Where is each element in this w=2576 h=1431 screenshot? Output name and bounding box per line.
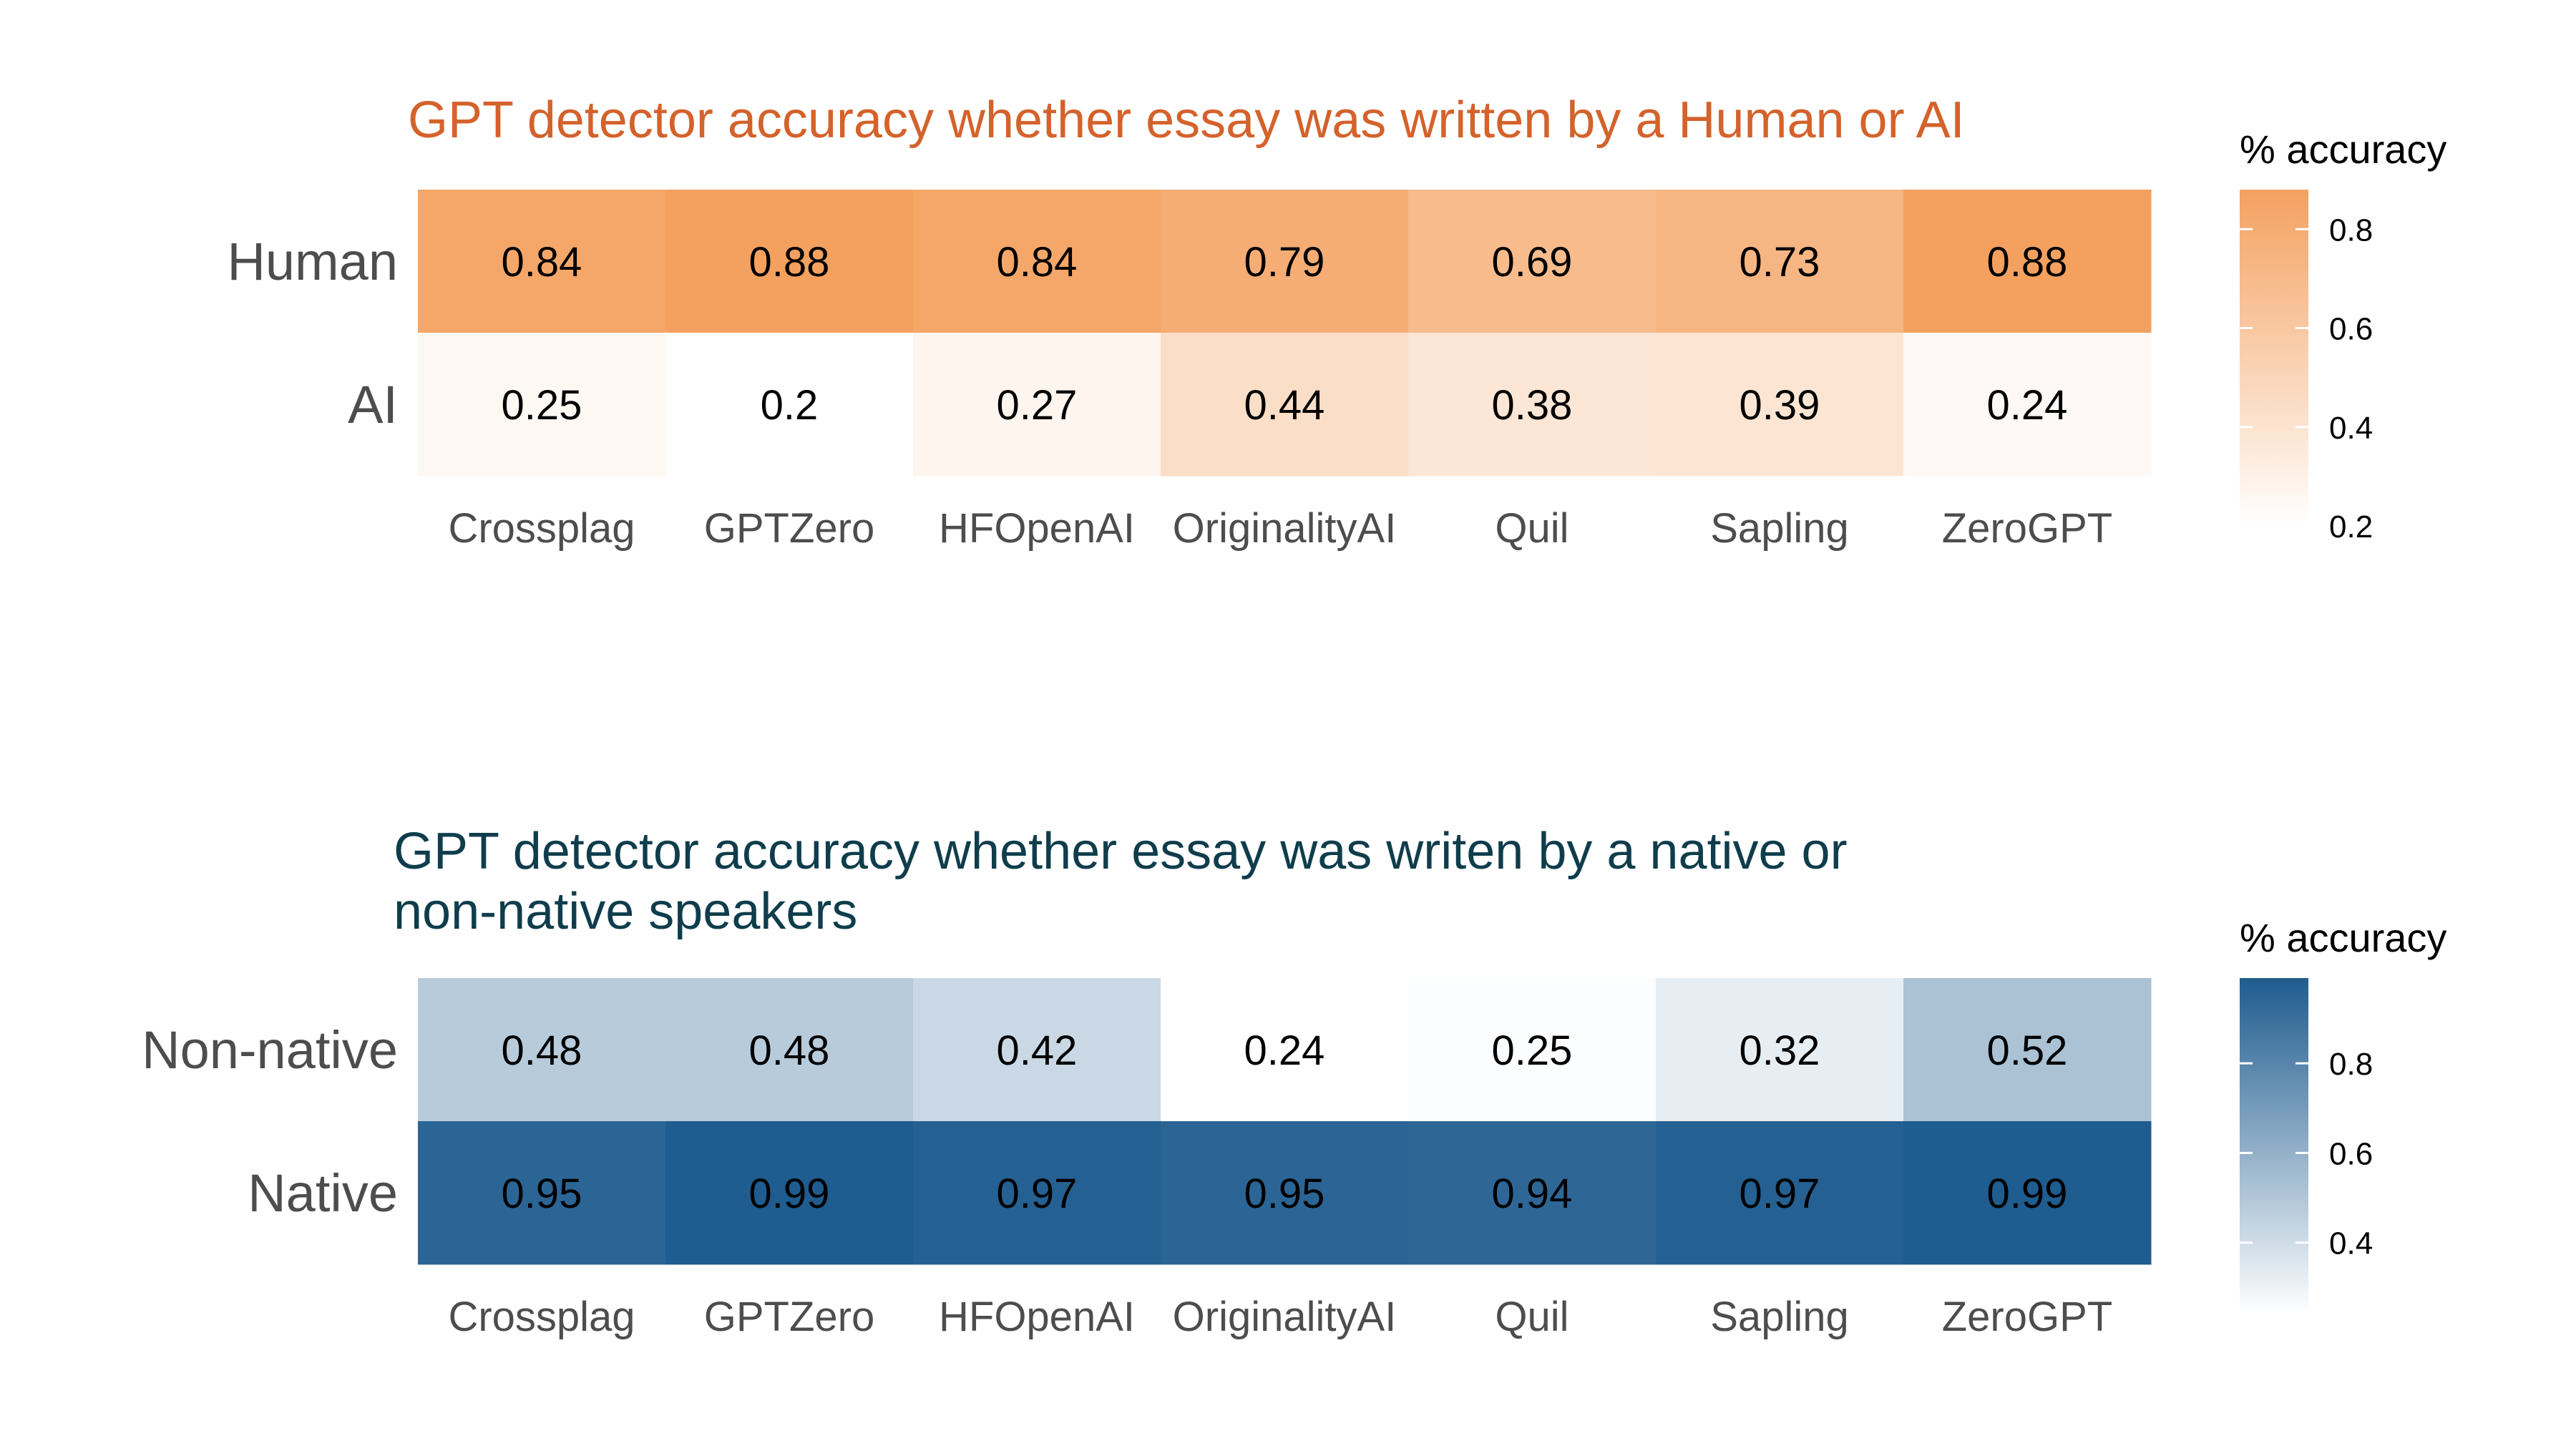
heatmap-cell-non-native-sapling xyxy=(1656,978,1904,1122)
heatmap-cell-native-sapling xyxy=(1656,1121,1904,1265)
cell-value-label: 0.25 xyxy=(502,382,582,429)
cell-value-label: 0.79 xyxy=(1244,239,1325,285)
cell-value-label: 0.84 xyxy=(502,239,582,285)
heatmap-cell-native-zerogpt xyxy=(1903,1121,2152,1265)
heatmap-cell-human-hfopenai xyxy=(913,190,1161,333)
heatmap-cell-human-originalityai xyxy=(1161,190,1409,333)
panel-native-nonnative: GPT detector accuracy whether essay was … xyxy=(142,823,2446,1340)
heatmap-cell-native-originalityai xyxy=(1161,1121,1409,1265)
cell-value-label: 0.84 xyxy=(997,239,1078,285)
cell-value-label: 0.94 xyxy=(1492,1171,1573,1217)
legend-tick-label: 0.2 xyxy=(2329,509,2373,544)
chart-title-native: GPT detector accuracy whether essay was … xyxy=(394,823,1862,940)
column-label-zerogpt: ZeroGPT xyxy=(1942,1294,2113,1340)
heatmap-cell-ai-hfopenai xyxy=(913,333,1161,477)
column-label-sapling: Sapling xyxy=(1710,505,1848,552)
heatmap-cell-human-crossplag xyxy=(418,190,666,333)
row-label-human: Human xyxy=(227,232,398,291)
cell-value-label: 0.42 xyxy=(997,1027,1078,1074)
column-label-originalityai: OriginalityAI xyxy=(1173,1294,1397,1340)
cell-value-label: 0.69 xyxy=(1492,239,1573,285)
heatmap-cell-human-zerogpt xyxy=(1903,190,2152,333)
cell-value-label: 0.44 xyxy=(1244,382,1325,429)
heatmap-cell-ai-zerogpt xyxy=(1903,333,2152,477)
cell-value-label: 0.25 xyxy=(1492,1027,1573,1074)
heatmap-cell-ai-crossplag xyxy=(418,333,666,477)
cell-value-label: 0.88 xyxy=(1987,239,2068,285)
legend-title: % accuracy xyxy=(2240,915,2446,960)
heatmap-cells-native xyxy=(418,978,2152,1265)
cell-value-label: 0.32 xyxy=(1740,1027,1820,1074)
legend-tick-label: 0.6 xyxy=(2329,1136,2373,1171)
color-legend-human-ai: % accuracy 0.2 0.4 0.6 0.8 xyxy=(2240,127,2446,544)
cell-value-label: 0.95 xyxy=(1244,1171,1325,1217)
column-label-originalityai: OriginalityAI xyxy=(1173,505,1397,552)
legend-tick-label: 0.8 xyxy=(2329,213,2373,248)
cell-value-label: 0.27 xyxy=(997,382,1078,429)
heatmap-cell-human-gptzero xyxy=(665,190,914,333)
column-label-hfopenai: HFOpenAI xyxy=(939,505,1135,552)
legend-title: % accuracy xyxy=(2240,127,2446,172)
heatmap-cell-ai-sapling xyxy=(1656,333,1904,477)
heatmap-cell-non-native-hfopenai xyxy=(913,978,1161,1122)
heatmap-cell-ai-quil xyxy=(1408,333,1657,477)
heatmap-cell-human-sapling xyxy=(1656,190,1904,333)
cell-value-label: 0.99 xyxy=(1987,1171,2068,1217)
column-label-gptzero: GPTZero xyxy=(704,505,875,552)
column-label-sapling: Sapling xyxy=(1710,1294,1848,1340)
cell-value-label: 0.2 xyxy=(761,382,819,429)
cell-value-label: 0.39 xyxy=(1740,382,1820,429)
cell-value-label: 0.52 xyxy=(1987,1027,2068,1074)
column-label-zerogpt: ZeroGPT xyxy=(1942,505,2113,552)
column-label-crossplag: Crossplag xyxy=(448,505,635,552)
heatmap-labels-native: Non-native 0.48 0.48 0.42 0.24 0.25 0.32 0.52 Na… xyxy=(142,1020,2112,1340)
row-label-ai: AI xyxy=(348,375,398,434)
row-label-non-native: Non-native xyxy=(142,1020,398,1080)
cell-value-label: 0.48 xyxy=(749,1027,830,1074)
column-label-crossplag: Crossplag xyxy=(448,1294,635,1340)
cell-value-label: 0.99 xyxy=(749,1171,830,1217)
heatmap-cell-ai-originalityai xyxy=(1161,333,1409,477)
heatmap-cell-native-gptzero xyxy=(665,1121,914,1265)
legend-tick-label: 0.4 xyxy=(2329,411,2373,446)
cell-value-label: 0.48 xyxy=(502,1027,582,1074)
legend-colorbar xyxy=(2240,190,2308,526)
row-label-native: Native xyxy=(248,1163,398,1223)
legend-tick-label: 0.4 xyxy=(2329,1226,2373,1261)
heatmap-cell-non-native-gptzero xyxy=(665,978,914,1122)
heatmap-cell-native-quil xyxy=(1408,1121,1657,1265)
column-label-quil: Quil xyxy=(1495,1294,1568,1340)
cell-value-label: 0.24 xyxy=(1244,1027,1325,1074)
legend-colorbar xyxy=(2240,978,2308,1314)
heatmap-cell-human-quil xyxy=(1408,190,1657,333)
heatmap-labels-human-ai: Human 0.84 0.88 0.84 0.79 0.69 0.73 0.88 AI 0.25 0… xyxy=(227,232,2112,552)
cell-value-label: 0.38 xyxy=(1492,382,1573,429)
heatmap-cell-non-native-zerogpt xyxy=(1903,978,2152,1122)
heatmap-cell-native-crossplag xyxy=(418,1121,666,1265)
cell-value-label: 0.88 xyxy=(749,239,830,285)
heatmap-cell-native-hfopenai xyxy=(913,1121,1161,1265)
chart-title-human-ai: GPT detector accuracy whether essay was … xyxy=(408,92,1965,149)
legend-tick-label: 0.6 xyxy=(2329,312,2373,347)
cell-value-label: 0.97 xyxy=(997,1171,1078,1217)
cell-value-label: 0.97 xyxy=(1740,1171,1820,1217)
legend-tick-label: 0.8 xyxy=(2329,1047,2373,1082)
color-legend-native: % accuracy 0.4 0.6 0.8 xyxy=(2240,915,2446,1314)
heatmap-cells-human-ai xyxy=(418,190,2152,477)
panel-human-ai: GPT detector accuracy whether essay was … xyxy=(227,92,2446,552)
heatmap-cell-non-native-originalityai xyxy=(1161,978,1409,1122)
column-label-quil: Quil xyxy=(1495,505,1568,552)
column-label-gptzero: GPTZero xyxy=(704,1294,875,1340)
cell-value-label: 0.95 xyxy=(502,1171,582,1217)
column-label-hfopenai: HFOpenAI xyxy=(939,1294,1135,1340)
cell-value-label: 0.73 xyxy=(1740,239,1820,285)
cell-value-label: 0.24 xyxy=(1987,382,2068,429)
heatmap-cell-non-native-crossplag xyxy=(418,978,666,1122)
heatmap-cell-ai-gptzero xyxy=(665,333,914,477)
heatmap-cell-non-native-quil xyxy=(1408,978,1657,1122)
